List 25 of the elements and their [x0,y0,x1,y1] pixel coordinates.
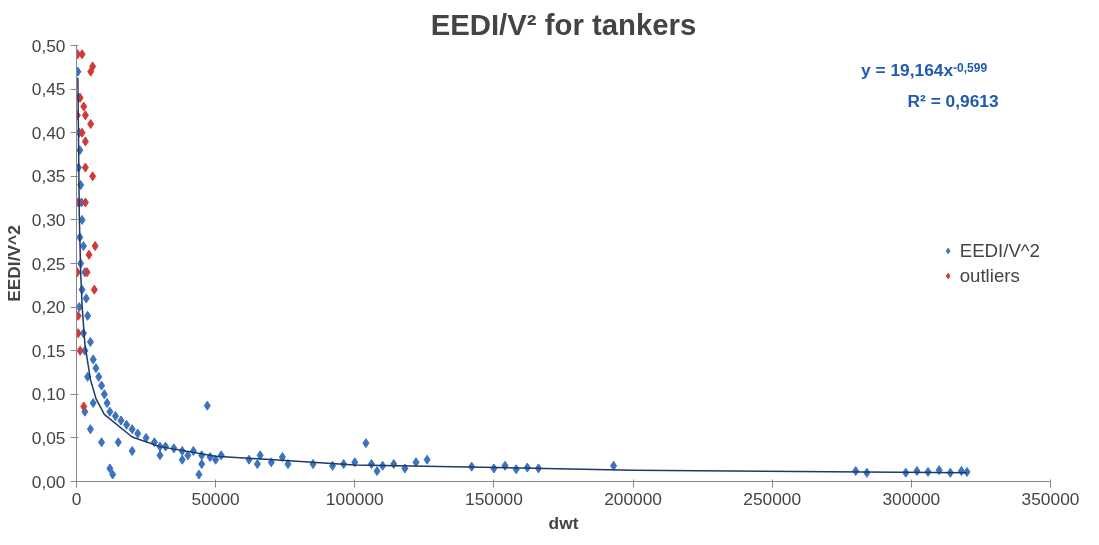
x-tick-label: 150000 [465,488,523,509]
y-tick-label: 0,00 [31,471,66,492]
x-tick-label: 200000 [604,488,662,509]
y-tick-label: 0,20 [31,297,66,318]
y-tick-label: 0,45 [31,79,66,100]
legend-label: outliers [959,264,1020,287]
x-tick-label: 250000 [743,488,802,509]
y-tick-label: 0,25 [31,253,66,274]
annotation: R² = 0,9613 [907,90,999,111]
x-tick-label: 0 [71,488,82,509]
y-tick-label: 0,05 [31,427,66,448]
chart-title: EEDI/V² for tankers [430,7,697,41]
y-tick-label: 0,35 [31,166,66,187]
x-tick-label: 100000 [325,488,384,509]
x-tick-label: 350000 [1021,488,1080,509]
y-tick-label: 0,40 [31,122,66,143]
y-tick-label: 0,15 [31,340,66,361]
x-tick-label: 300000 [882,488,941,509]
y-axis-title: EEDI/V^2 [3,225,24,302]
legend-label: EEDI/V^2 [959,239,1040,262]
x-axis-title: dwt [548,512,579,533]
x-tick-label: 50000 [191,488,240,509]
y-tick-label: 0,30 [31,209,66,230]
y-tick-label: 0,50 [31,35,66,56]
y-tick-label: 0,10 [31,384,66,405]
